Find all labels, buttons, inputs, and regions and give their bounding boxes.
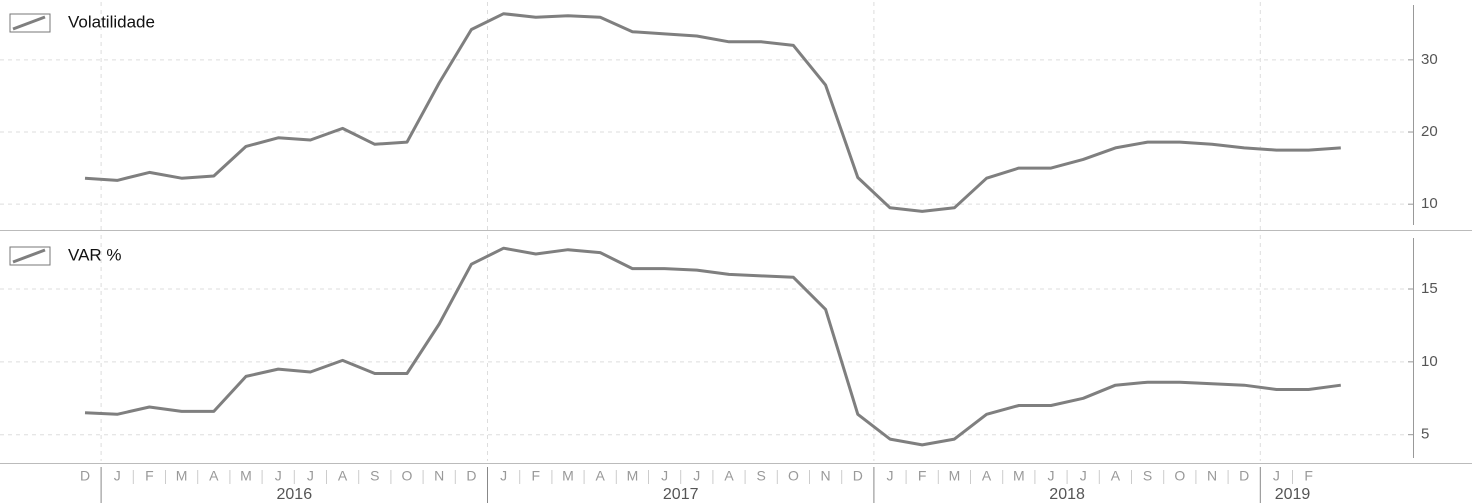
year-label: 2018 bbox=[1049, 486, 1085, 503]
x-tick-label: O bbox=[1174, 468, 1185, 484]
x-tick-label: M bbox=[627, 468, 639, 484]
x-tick-label: O bbox=[788, 468, 799, 484]
x-tick-label: D bbox=[466, 468, 476, 484]
y-tick-label: 15 bbox=[1421, 280, 1438, 297]
x-tick-label: O bbox=[402, 468, 413, 484]
x-tick-label: A bbox=[982, 468, 992, 484]
x-tick-label: J bbox=[275, 468, 282, 484]
x-tick-label: D bbox=[1239, 468, 1249, 484]
data-line bbox=[84, 246, 1341, 447]
x-tick-label: J bbox=[1080, 468, 1087, 484]
x-tick-label: S bbox=[757, 468, 766, 484]
legend-icon-line bbox=[12, 248, 46, 264]
x-tick-label: S bbox=[1143, 468, 1152, 484]
x-tick-label: A bbox=[1111, 468, 1121, 484]
x-tick-label: J bbox=[693, 468, 700, 484]
x-tick-label: F bbox=[145, 468, 154, 484]
y-tick-label: 5 bbox=[1421, 426, 1429, 443]
x-tick-label: J bbox=[661, 468, 668, 484]
x-tick-label: J bbox=[1048, 468, 1055, 484]
year-label: 2016 bbox=[277, 486, 313, 503]
x-tick-label: N bbox=[821, 468, 831, 484]
legend-label: Volatilidade bbox=[68, 12, 155, 31]
x-tick-label: J bbox=[887, 468, 894, 484]
x-tick-label: F bbox=[918, 468, 927, 484]
x-tick-label: A bbox=[209, 468, 219, 484]
x-tick-label: J bbox=[1273, 468, 1280, 484]
x-tick-label: N bbox=[1207, 468, 1217, 484]
year-label: 2017 bbox=[663, 486, 699, 503]
legend-label: VAR % bbox=[68, 245, 122, 264]
x-tick-label: A bbox=[724, 468, 734, 484]
x-tick-label: A bbox=[338, 468, 348, 484]
data-line bbox=[84, 12, 1341, 213]
x-tick-label: J bbox=[114, 468, 121, 484]
x-tick-label: M bbox=[1013, 468, 1025, 484]
x-tick-label: F bbox=[532, 468, 541, 484]
x-tick-label: S bbox=[370, 468, 379, 484]
x-tick-label: F bbox=[1304, 468, 1313, 484]
y-tick-label: 10 bbox=[1421, 353, 1438, 370]
x-tick-label: N bbox=[434, 468, 444, 484]
y-tick-label: 30 bbox=[1421, 51, 1438, 68]
year-label: 2019 bbox=[1275, 486, 1311, 503]
y-tick-label: 10 bbox=[1421, 195, 1438, 212]
x-tick-label: M bbox=[562, 468, 574, 484]
x-tick-label: M bbox=[176, 468, 188, 484]
legend-icon-line bbox=[12, 15, 46, 31]
x-tick-label: D bbox=[80, 468, 90, 484]
x-tick-label: A bbox=[596, 468, 606, 484]
x-tick-label: M bbox=[949, 468, 961, 484]
x-tick-label: J bbox=[500, 468, 507, 484]
x-tick-label: M bbox=[240, 468, 252, 484]
x-tick-label: D bbox=[853, 468, 863, 484]
y-tick-label: 20 bbox=[1421, 123, 1438, 140]
x-tick-label: J bbox=[307, 468, 314, 484]
